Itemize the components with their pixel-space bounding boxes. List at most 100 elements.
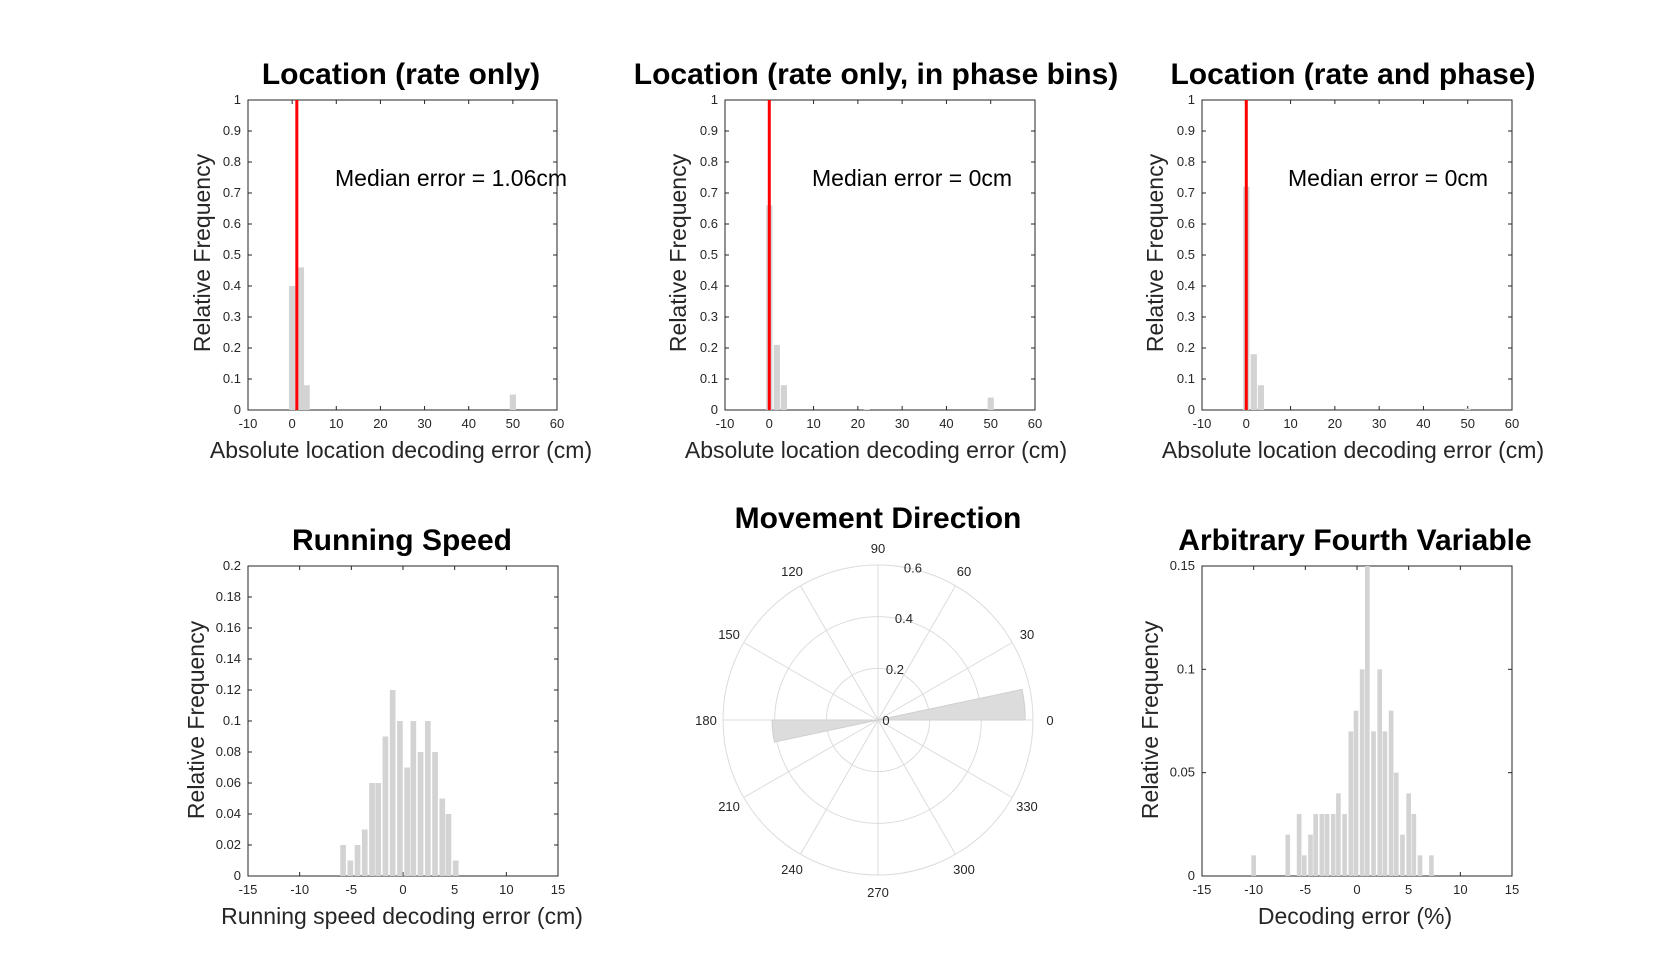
panel-4-plot-area: -15 -10 -5 0 5 10 15 0 0.02 0.04 0.06 0.08 0.1 0.12 0.… bbox=[216, 558, 566, 897]
histogram-bar bbox=[347, 860, 354, 876]
theta-tick-label: 60 bbox=[957, 564, 971, 579]
histogram-bar bbox=[1400, 834, 1405, 876]
theta-tick-label: 330 bbox=[1016, 799, 1038, 814]
histogram-bar bbox=[340, 845, 346, 876]
panel-3-ylabel: Relative Frequency bbox=[1142, 153, 1168, 352]
histogram-bar bbox=[1371, 731, 1376, 876]
histogram-bar bbox=[452, 860, 459, 876]
histogram-bar bbox=[1359, 669, 1365, 876]
panel-1-ylabel: Relative Frequency bbox=[189, 153, 215, 352]
y-tick-label: 0.1 bbox=[1177, 661, 1195, 676]
y-tick-label: 0.16 bbox=[216, 620, 241, 635]
y-tick-label: 0.6 bbox=[223, 216, 241, 231]
x-tick-label: 30 bbox=[1372, 416, 1386, 431]
histogram-bar bbox=[389, 690, 396, 876]
y-tick-label: 0.5 bbox=[1177, 247, 1195, 262]
y-tick-label: 0.4 bbox=[700, 278, 718, 293]
r-tick-label: 0 bbox=[882, 713, 889, 728]
x-tick-label: 0 bbox=[1243, 416, 1250, 431]
histogram-bar bbox=[1301, 855, 1307, 876]
histogram-bar bbox=[1319, 814, 1325, 876]
y-tick-label: 0.9 bbox=[1177, 123, 1195, 138]
theta-tick-label: 0 bbox=[1046, 713, 1053, 728]
histogram-bar bbox=[369, 783, 375, 876]
histogram-bar bbox=[987, 397, 994, 410]
polar-wedge bbox=[771, 719, 879, 743]
panel-3-xlabel: Absolute location decoding error (cm) bbox=[1162, 437, 1544, 463]
theta-tick-label: 90 bbox=[871, 541, 885, 556]
x-tick-label: -10 bbox=[1244, 882, 1263, 897]
panel-4-xlabel: Running speed decoding error (cm) bbox=[221, 903, 583, 929]
histogram-bar bbox=[375, 783, 382, 876]
y-tick-label: 0 bbox=[234, 402, 241, 417]
x-tick-label: 50 bbox=[506, 416, 520, 431]
x-tick-label: 50 bbox=[983, 416, 997, 431]
y-tick-label: 0 bbox=[234, 868, 241, 883]
histogram-bar bbox=[1382, 731, 1388, 876]
x-tick-label: -5 bbox=[346, 882, 358, 897]
x-tick-label: 40 bbox=[1416, 416, 1430, 431]
x-tick-label: 40 bbox=[461, 416, 475, 431]
panel-2-xlabel: Absolute location decoding error (cm) bbox=[685, 437, 1067, 463]
panel-1-plot-area: -10 0 10 20 30 40 50 6000.10.20.30.40.50.60.70.… bbox=[223, 92, 564, 431]
panel-6-ylabel: Relative Frequency bbox=[1137, 620, 1163, 819]
histogram-bar bbox=[1342, 814, 1347, 876]
histogram-bar bbox=[289, 286, 296, 410]
panel-2-ylabel: Relative Frequency bbox=[665, 153, 691, 352]
y-tick-label: 0.15 bbox=[1170, 558, 1195, 573]
x-tick-label: 0 bbox=[1353, 882, 1360, 897]
y-tick-label: 0.9 bbox=[700, 123, 718, 138]
r-tick-label: 0.2 bbox=[886, 662, 904, 677]
panel-1-xlabel: Absolute location decoding error (cm) bbox=[210, 437, 592, 463]
histogram-bar bbox=[1393, 772, 1399, 876]
panel-6-xlabel: Decoding error (%) bbox=[1258, 903, 1452, 929]
y-tick-label: 0.08 bbox=[216, 744, 241, 759]
x-tick-label: -10 bbox=[716, 416, 735, 431]
histogram-bar bbox=[780, 385, 787, 410]
y-tick-label: 0 bbox=[1188, 868, 1195, 883]
y-tick-label: 0.2 bbox=[700, 340, 718, 355]
r-tick-label: 0.4 bbox=[895, 611, 913, 626]
panel-6-title: Arbitrary Fourth Variable bbox=[1178, 524, 1531, 557]
histogram-bar bbox=[1250, 354, 1257, 410]
x-tick-label: 60 bbox=[1028, 416, 1042, 431]
y-tick-label: 0.1 bbox=[223, 371, 241, 386]
histogram-bar bbox=[439, 798, 446, 876]
panel-location-rate-only: Location (rate only) Absolute location d… bbox=[189, 58, 592, 463]
theta-tick-label: 270 bbox=[867, 885, 889, 900]
histogram-bar bbox=[773, 344, 780, 410]
histogram-bar bbox=[1406, 793, 1411, 876]
y-tick-label: 0.3 bbox=[1177, 309, 1195, 324]
x-tick-label: 10 bbox=[329, 416, 343, 431]
histogram-bar bbox=[1257, 385, 1264, 410]
polar-spoke bbox=[743, 719, 879, 798]
y-tick-label: 0.2 bbox=[223, 340, 241, 355]
y-tick-label: 0.1 bbox=[700, 371, 718, 386]
x-tick-label: 20 bbox=[1328, 416, 1342, 431]
theta-tick-label: 240 bbox=[781, 862, 803, 877]
y-tick-label: 0 bbox=[711, 402, 718, 417]
polar-spoke bbox=[800, 585, 879, 721]
y-tick-label: 0.06 bbox=[216, 775, 241, 790]
x-tick-label: 10 bbox=[499, 882, 513, 897]
y-tick-label: 1 bbox=[1188, 92, 1195, 107]
y-tick-label: 0.9 bbox=[223, 123, 241, 138]
x-tick-label: 10 bbox=[1453, 882, 1467, 897]
panel-4-ylabel: Relative Frequency bbox=[183, 620, 209, 819]
x-tick-label: 20 bbox=[373, 416, 387, 431]
histogram-bar bbox=[1330, 814, 1336, 876]
theta-tick-label: 300 bbox=[953, 862, 975, 877]
x-tick-label: -10 bbox=[239, 416, 258, 431]
y-tick-label: 1 bbox=[711, 92, 718, 107]
panel-3-plot-area: -10 0 10 20 30 40 50 6000.10.20.30.40.50.60.70.… bbox=[1177, 92, 1519, 431]
y-tick-label: 0.8 bbox=[700, 154, 718, 169]
y-tick-label: 0.12 bbox=[216, 682, 241, 697]
y-tick-label: 0.3 bbox=[223, 309, 241, 324]
histogram-bar bbox=[1336, 793, 1341, 876]
y-tick-label: 0.04 bbox=[216, 806, 241, 821]
histogram-bar bbox=[1417, 855, 1423, 876]
polar-wedge bbox=[877, 688, 1026, 721]
panel-location-rate-and-phase: Location (rate and phase) Absolute locat… bbox=[1142, 58, 1544, 463]
panel-2-plot-area: -10 0 10 20 30 40 50 6000.10.20.30.40.50.60.70.… bbox=[700, 92, 1042, 431]
histogram-bar bbox=[382, 736, 389, 876]
